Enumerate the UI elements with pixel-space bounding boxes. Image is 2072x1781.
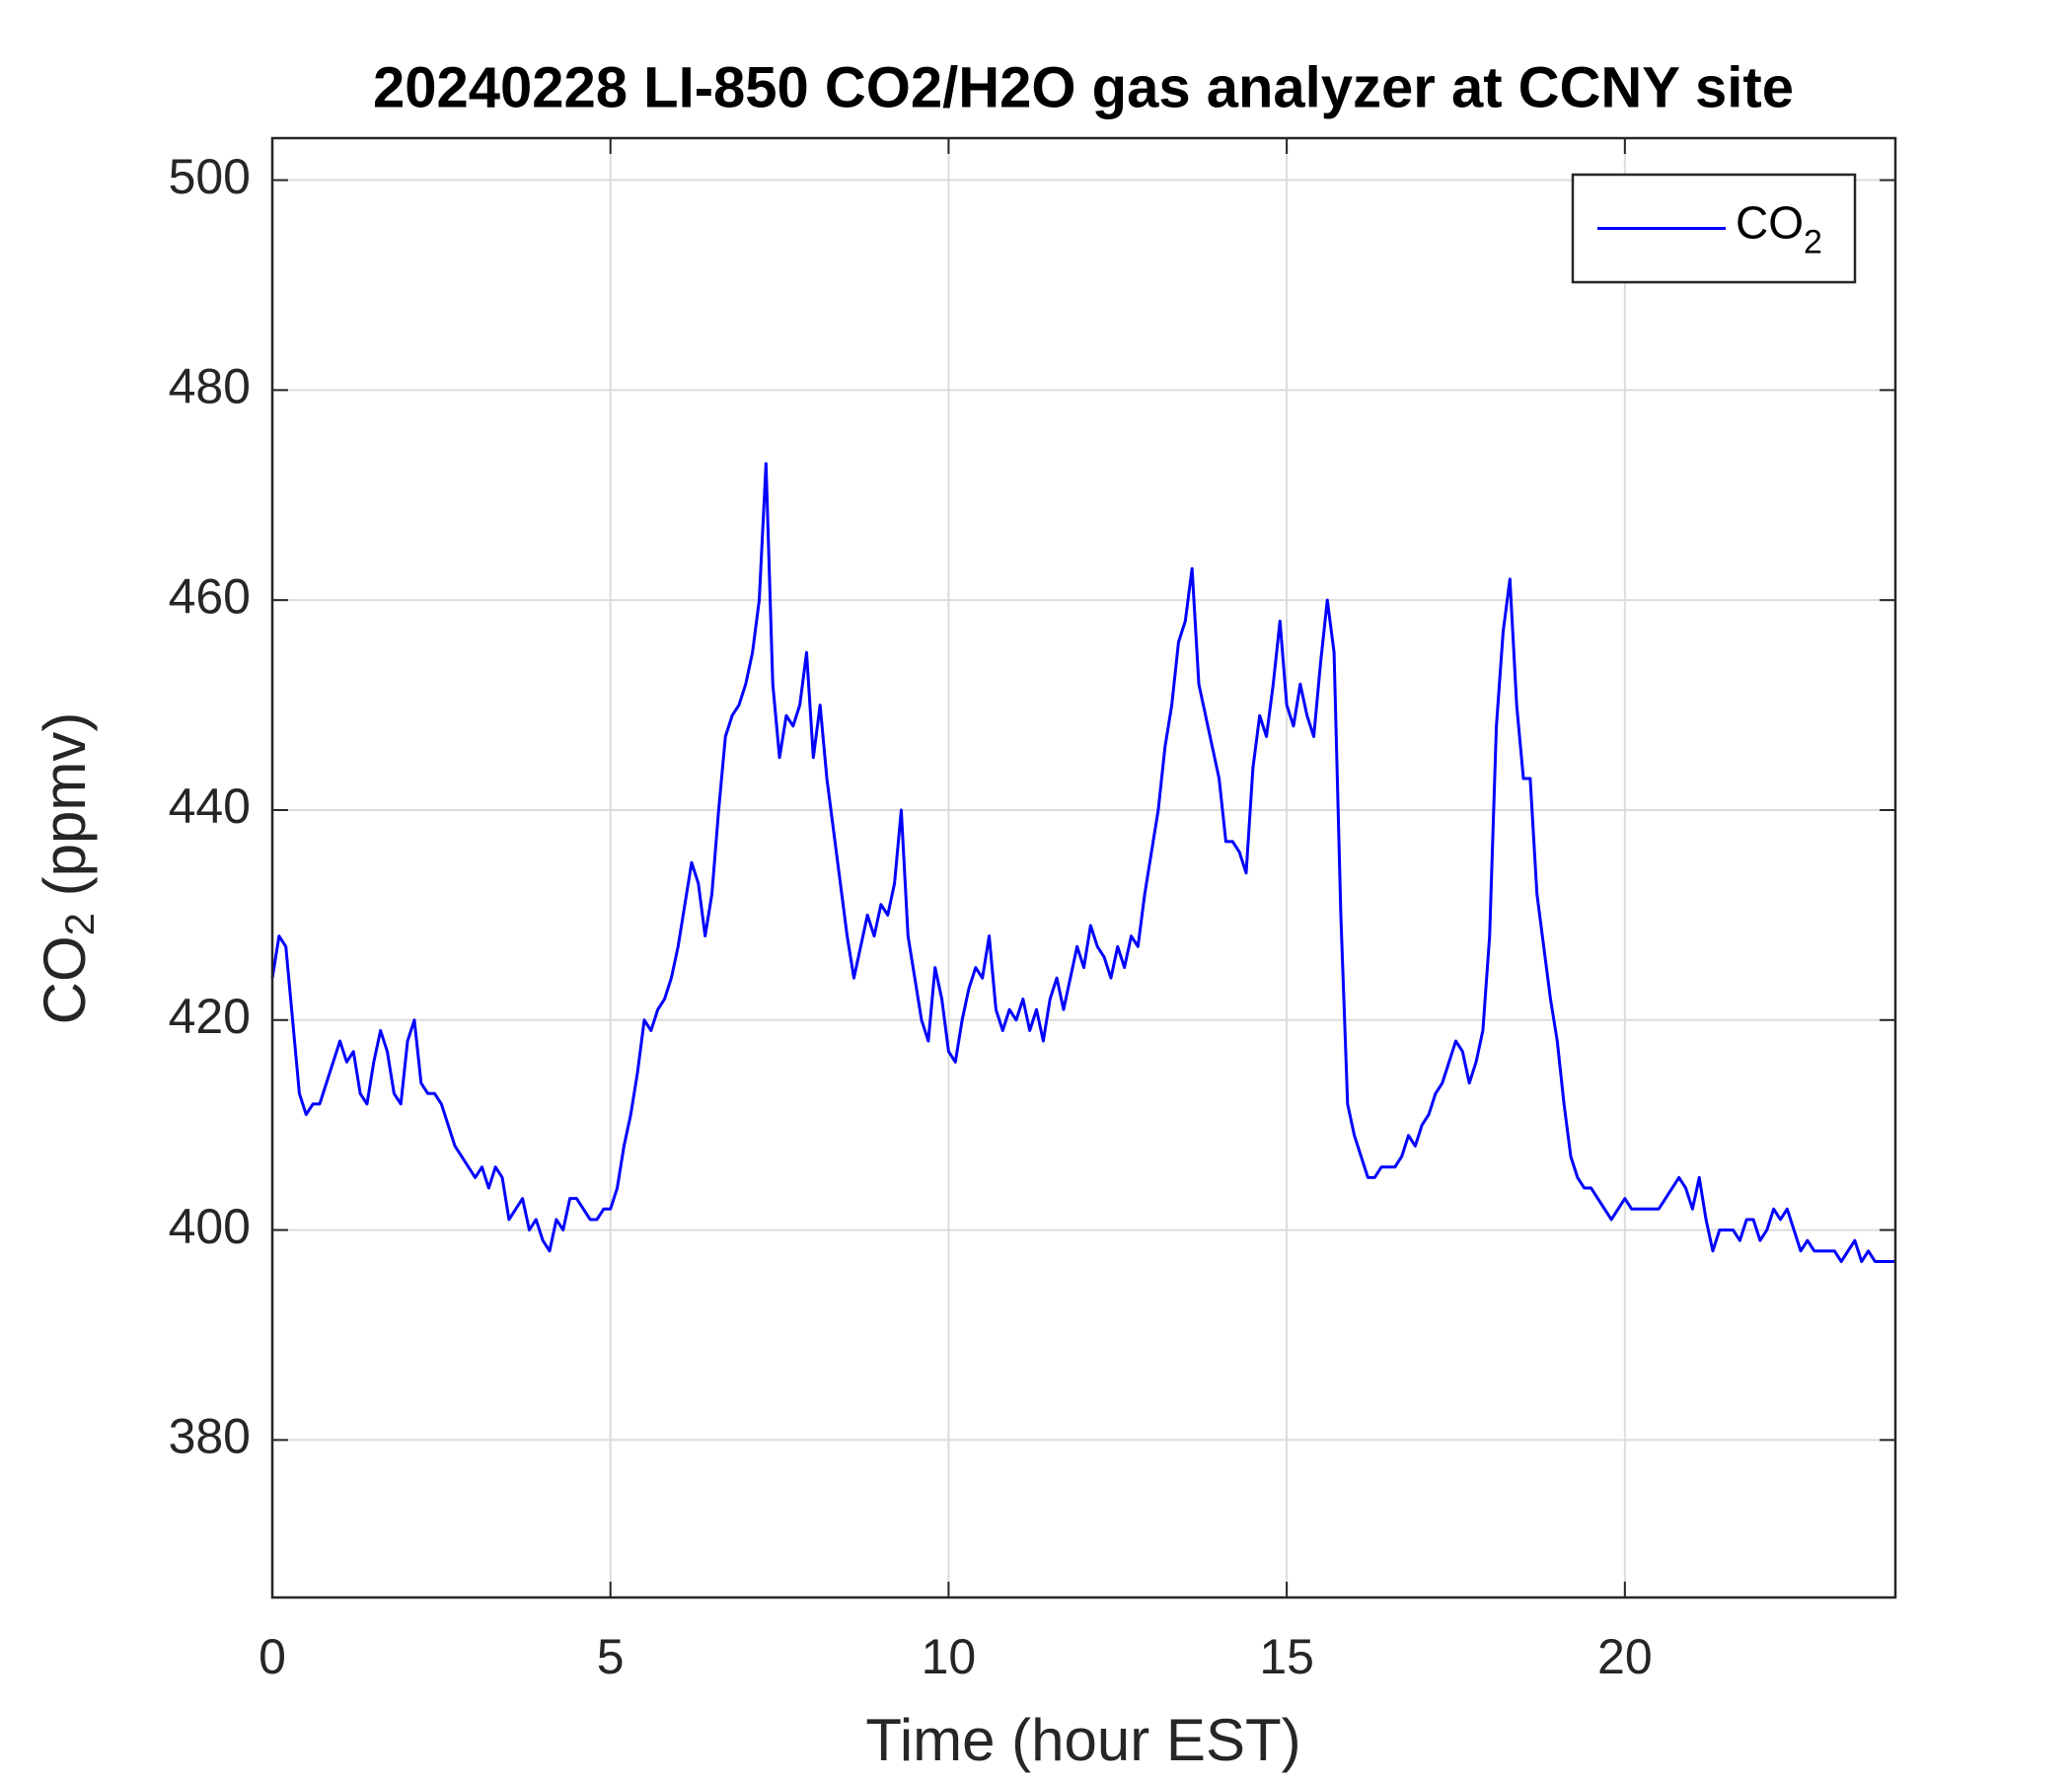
y-tick-label: 380 xyxy=(169,1409,251,1464)
x-tick-label: 10 xyxy=(922,1629,977,1684)
x-axis-label: Time (hour EST) xyxy=(865,1707,1300,1773)
y-tick-label: 420 xyxy=(169,989,251,1044)
x-tick-label: 5 xyxy=(597,1629,625,1684)
y-label-text: CO xyxy=(32,935,98,1024)
y-tick-label: 480 xyxy=(169,359,251,414)
y-label-unit: (ppmv) xyxy=(32,712,98,897)
x-tick-label: 15 xyxy=(1259,1629,1314,1684)
legend-label-text: CO xyxy=(1736,197,1804,249)
grid xyxy=(271,138,1895,1597)
y-tick-label: 440 xyxy=(169,779,251,834)
chart-title: 20240228 LI-850 CO2/H2O gas analyzer at … xyxy=(373,55,1794,119)
y-axis-label: CO2 (ppmv) xyxy=(32,712,103,1025)
y-label-spacer xyxy=(32,896,98,913)
y-label-subscript: 2 xyxy=(56,913,103,935)
y-tick-label: 400 xyxy=(169,1199,251,1254)
y-tick-label: 500 xyxy=(169,149,251,204)
data-line xyxy=(270,462,1895,1264)
x-tick-label: 0 xyxy=(259,1629,286,1684)
y-tick-label: 460 xyxy=(169,568,251,624)
x-tick-label: 20 xyxy=(1597,1629,1653,1684)
plot-frame xyxy=(270,136,1897,1599)
legend-label-subscript: 2 xyxy=(1804,223,1822,260)
legend-label: CO2 xyxy=(1736,197,1822,261)
